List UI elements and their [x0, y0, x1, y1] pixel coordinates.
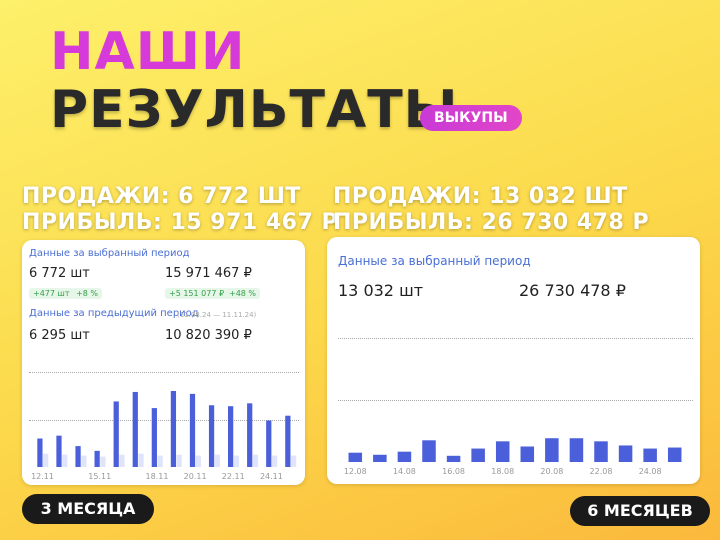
bar [495, 441, 510, 462]
bar [252, 454, 259, 467]
bar [290, 455, 297, 467]
title: РЕЗУЛЬТАТЫ [50, 80, 459, 140]
x-tick-label: 12.11 [31, 472, 54, 481]
chip: +8 % [72, 288, 102, 299]
bar [75, 446, 81, 467]
x-tick-label: 20.11 [184, 472, 207, 481]
bar [247, 403, 253, 467]
bar [545, 438, 559, 462]
bar [618, 445, 633, 462]
bar [94, 450, 100, 467]
bar [100, 456, 106, 467]
bar [348, 452, 363, 462]
bar-chart: 12.08 14.08 16.08 18.08 20.08 22.08 24.08 [344, 438, 682, 476]
x-tick-label: 22.08 [590, 467, 613, 476]
grid-line [338, 338, 693, 339]
bar [446, 455, 461, 462]
bar [170, 391, 177, 467]
value: 6 772 шт [29, 266, 90, 281]
bar [113, 401, 119, 467]
bar [56, 435, 62, 467]
bar [214, 454, 220, 467]
bar [569, 438, 584, 462]
bar [397, 451, 412, 462]
grid-line [29, 420, 299, 421]
stats-card: Данные за выбранный период 6 772 шт 15 9… [22, 240, 305, 485]
bar [285, 415, 291, 467]
bar [228, 406, 234, 467]
bar [643, 448, 657, 462]
value: 15 971 467 ₽ [165, 266, 252, 281]
bar [157, 455, 163, 467]
bar-chart: 12.11 15.11 18.11 20.11 22.11 24.11 [31, 391, 297, 481]
grid-line [29, 372, 299, 373]
bar [422, 440, 436, 462]
x-tick-label: 24.08 [639, 467, 662, 476]
bar [208, 405, 215, 467]
label: Данные за выбранный период [338, 254, 531, 268]
bar [132, 391, 138, 467]
x-tick-label: 18.11 [146, 472, 169, 481]
period-badge: 6 МЕСЯЦЕВ [570, 496, 710, 526]
chip: +477 шт [29, 288, 74, 299]
x-tick-label: 16.08 [442, 467, 465, 476]
label: Данные за выбранный период [29, 248, 190, 259]
title: НАШИ [50, 22, 246, 82]
bar [233, 455, 240, 467]
x-tick-label: 24.11 [260, 472, 283, 481]
x-tick-label: 15.11 [88, 472, 111, 481]
bar [37, 438, 43, 467]
bar [471, 448, 485, 462]
headline: ПРИБЫЛЬ: 15 971 467 Р [22, 210, 339, 235]
bar [151, 408, 157, 467]
bar [373, 454, 387, 462]
headline: ПРОДАЖИ: 6 772 ШТ [22, 184, 301, 209]
bar [266, 420, 272, 467]
badge: ВЫКУПЫ [420, 105, 522, 131]
bar [176, 454, 182, 467]
value: 10 820 390 ₽ [165, 328, 252, 343]
period-badge: 3 МЕСЯЦА [22, 494, 154, 524]
bar [138, 453, 144, 467]
grid-line [338, 400, 693, 401]
bar [594, 441, 608, 462]
stats-card: Данные за выбранный период 13 032 шт 26 … [327, 237, 700, 484]
chip: +48 % [225, 288, 261, 299]
bar [119, 454, 125, 467]
bar [195, 455, 201, 467]
bar [271, 455, 278, 467]
headline: ПРИБЫЛЬ: 26 730 478 Р [333, 210, 650, 235]
bar [520, 446, 535, 462]
x-tick-label: 18.08 [491, 467, 514, 476]
value: 6 295 шт [29, 328, 90, 343]
value: 26 730 478 ₽ [519, 281, 626, 300]
x-tick-label: 20.08 [540, 467, 563, 476]
x-tick-label: 22.11 [222, 472, 245, 481]
bar [189, 393, 196, 467]
value: 13 032 шт [338, 281, 424, 300]
x-tick-label: 14.08 [393, 467, 416, 476]
bar [667, 447, 682, 462]
x-tick-label: 12.08 [344, 467, 367, 476]
chip: +5 151 077 ₽ [165, 288, 229, 299]
bar [81, 455, 87, 467]
date-range: (11.08.24 — 11.11.24) [177, 311, 257, 319]
bar [43, 453, 49, 467]
headline: ПРОДАЖИ: 13 032 ШТ [333, 184, 628, 209]
bar [62, 454, 68, 467]
label: Данные за предыдущий период [29, 308, 199, 319]
